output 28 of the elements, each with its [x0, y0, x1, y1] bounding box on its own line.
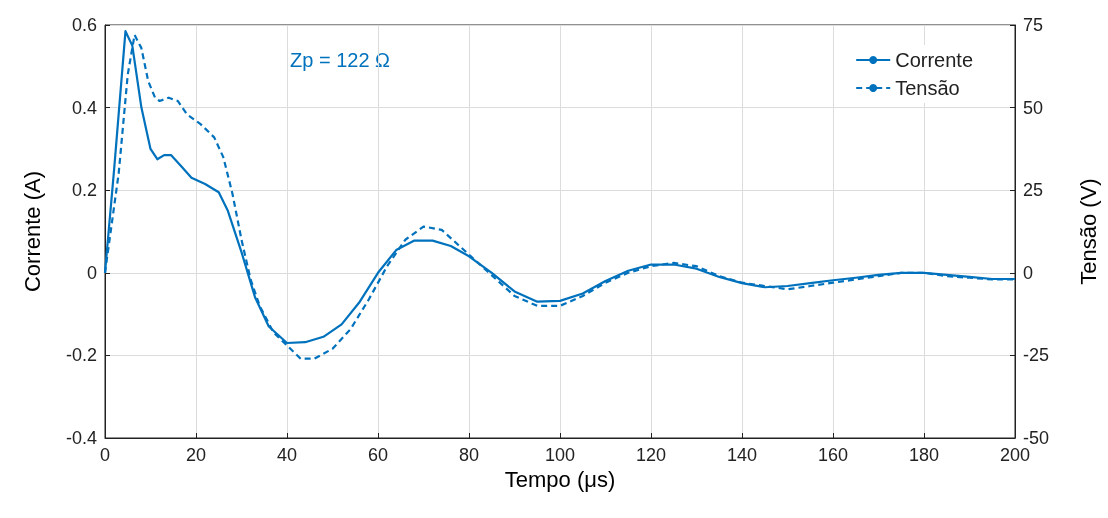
x-tick-label: 20	[185, 445, 207, 465]
x-tick-label: 200	[999, 445, 1031, 465]
y-tick-label: 0.2	[71, 180, 97, 201]
y2-tick-label: 50	[1023, 97, 1044, 118]
y2-axis-title: Tensão (V)	[1075, 178, 1101, 285]
y2-tick-label: -50	[1023, 428, 1050, 448]
y-tick-label: 0.4	[71, 97, 97, 118]
y-tick-label: 0	[86, 262, 97, 283]
y-axis-title: Corrente (A)	[19, 170, 45, 293]
y-tick-label: 0.6	[71, 15, 97, 35]
x-tick-label: 0	[99, 445, 111, 465]
x-tick-label: 180	[908, 445, 940, 465]
y-tick-label: -0.4	[65, 428, 97, 448]
x-tick-label: 120	[635, 445, 667, 465]
x-tick-label: 140	[726, 445, 758, 465]
x-axis-title: Tempo (μs)	[504, 467, 616, 493]
x-tick-label: 80	[458, 445, 480, 465]
legend-label: Corrente	[895, 49, 973, 71]
x-tick-label: 40	[276, 445, 298, 465]
y2-tick-label: 25	[1023, 180, 1044, 201]
y2-tick-label: 75	[1023, 15, 1044, 35]
x-tick-label: 100	[544, 445, 576, 465]
legend-label: Tensão	[895, 77, 960, 99]
x-tick-label: 160	[817, 445, 849, 465]
x-tick-label: 60	[367, 445, 389, 465]
y2-tick-label: 0	[1023, 262, 1034, 283]
y2-tick-label: -25	[1023, 345, 1050, 366]
y-tick-label: -0.2	[65, 345, 97, 366]
